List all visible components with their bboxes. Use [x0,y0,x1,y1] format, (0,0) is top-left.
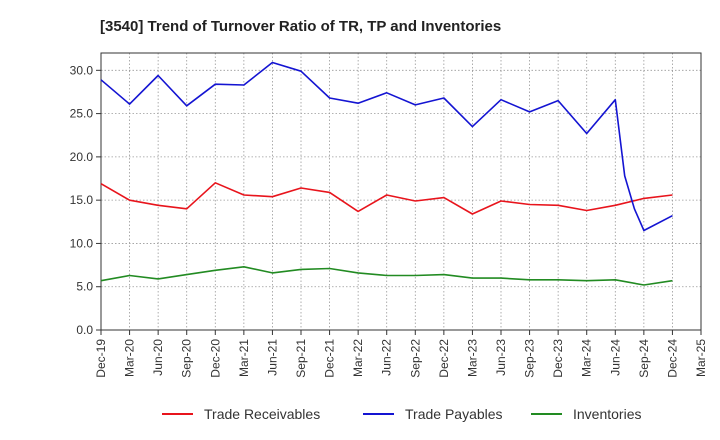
series-line-inventories [100,265,673,286]
plot-area-frame [100,52,702,331]
gridlines [100,53,702,331]
x-tick-label: Dec-19 [94,339,108,378]
y-tick-label: 20.0 [70,150,94,164]
legend: Trade Receivables Trade Payables Inventori… [162,406,641,422]
y-axis-ticks: 0.0 5.0 10.0 15.0 20.0 25.0 30.0 [70,63,101,337]
legend-item-trade-receivables: Trade Receivables [162,406,320,422]
series-line-trade-receivables [100,182,673,215]
series-lines [100,61,673,286]
x-tick-label: Dec-20 [208,339,222,378]
x-tick-label: Mar-21 [237,339,251,377]
legend-label: Trade Receivables [204,406,320,422]
x-tick-label: Jun-22 [380,339,394,376]
x-tick-label: Sep-21 [294,339,308,378]
y-tick-label: 30.0 [70,63,94,77]
y-tick-label: 10.0 [70,236,94,250]
x-tick-label: Sep-23 [523,339,537,378]
x-tick-label: Mar-23 [465,339,479,377]
x-tick-label: Jun-23 [494,339,508,376]
x-tick-label: Dec-21 [323,339,337,378]
series-line-trade-payables [100,61,673,232]
x-tick-label: Sep-20 [180,339,194,378]
x-tick-label: Jun-21 [265,339,279,376]
legend-item-trade-payables: Trade Payables [363,406,503,422]
x-tick-label: Jun-20 [151,339,165,376]
x-tick-label: Mar-20 [123,339,137,377]
x-tick-label: Sep-24 [637,339,651,378]
x-tick-label: Mar-24 [580,339,594,377]
x-tick-label: Dec-22 [437,339,451,378]
chart-title: [3540] Trend of Turnover Ratio of TR, TP… [100,18,501,35]
x-tick-label: Sep-22 [408,339,422,378]
x-tick-label: Jun-24 [608,339,622,376]
y-tick-label: 25.0 [70,107,94,121]
x-tick-label: Dec-24 [665,339,679,378]
y-tick-label: 15.0 [70,193,94,207]
x-tick-label: Mar-22 [351,339,365,377]
y-tick-label: 5.0 [76,280,93,294]
x-tick-label: Mar-25 [694,339,708,377]
legend-label: Inventories [573,406,641,422]
x-axis-ticks: Dec-19 Mar-20 Jun-20 Sep-20 Dec-20 Mar-21 Jun-… [94,330,708,378]
legend-item-inventories: Inventories [531,406,641,422]
legend-label: Trade Payables [405,406,503,422]
x-tick-label: Dec-23 [551,339,565,378]
y-tick-label: 0.0 [76,323,93,337]
